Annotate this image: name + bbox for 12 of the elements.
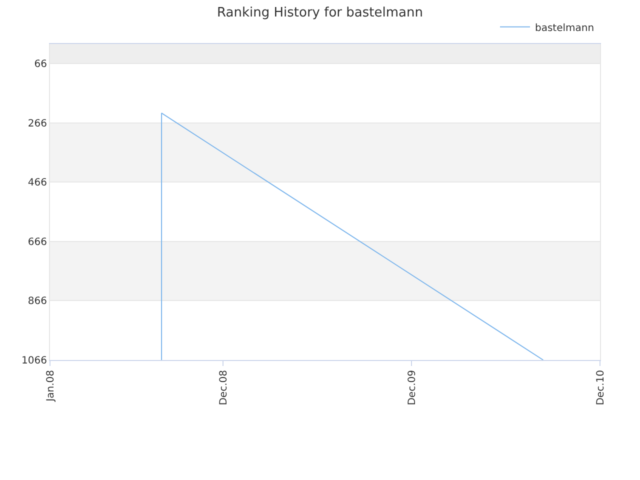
y-tick-label: 466 <box>28 178 47 189</box>
y-tick-label: 1066 <box>22 356 47 366</box>
x-tick-label: Jan.08 <box>45 370 56 402</box>
y-tick-label: 266 <box>28 118 47 130</box>
y-tick-label: 666 <box>28 236 47 248</box>
y-tick-label: 66 <box>34 59 47 70</box>
x-tick-label: Dec.09 <box>406 370 418 406</box>
y-tick-label: 866 <box>28 296 47 308</box>
chart-title: Ranking History for bastelmann <box>217 5 423 20</box>
x-tick-label: Dec.10 <box>595 370 606 406</box>
x-tick-label: Dec.08 <box>218 370 230 406</box>
legend-label: bastelmann <box>535 22 594 34</box>
